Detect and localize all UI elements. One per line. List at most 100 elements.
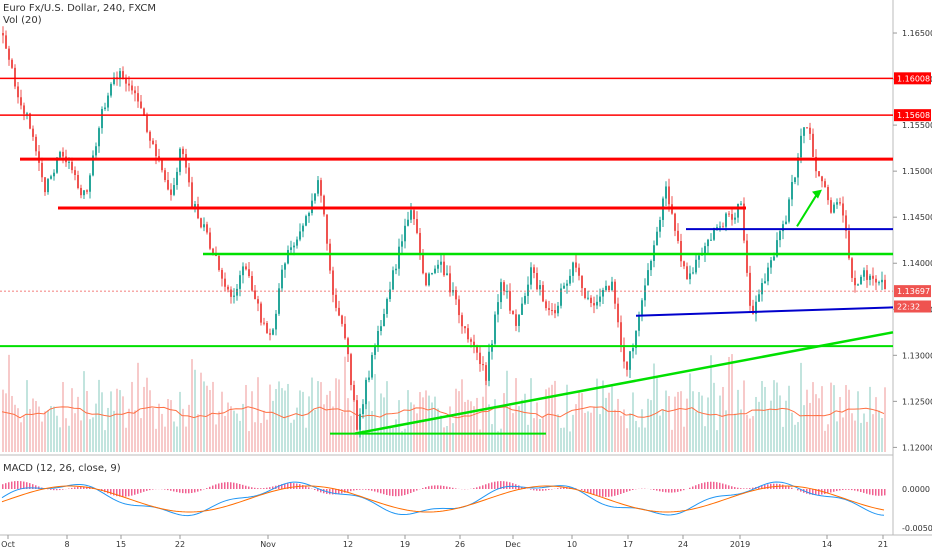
volume-bar: [293, 419, 295, 452]
candle-body: [290, 247, 292, 250]
candle-body: [458, 299, 460, 316]
candle-body: [488, 351, 490, 381]
volume-bar: [476, 397, 478, 452]
candle-body: [269, 333, 271, 335]
macd-histogram-bar: [629, 489, 631, 491]
macd-histogram-bar: [539, 489, 541, 491]
macd-histogram-bar: [356, 489, 358, 491]
candle-body: [485, 365, 487, 381]
volume-bar: [875, 397, 877, 452]
candle-body: [806, 127, 808, 129]
candle-body: [782, 224, 784, 232]
x-tick-label: 17: [623, 540, 633, 549]
candle-body: [71, 161, 73, 171]
volume-bar: [188, 404, 190, 452]
macd-histogram-bar: [533, 489, 535, 491]
macd-histogram-bar: [611, 489, 613, 497]
volume-bar: [53, 406, 55, 452]
x-tick-label: Oct: [1, 540, 15, 549]
macd-histogram-bar: [287, 483, 289, 489]
volume-bar: [341, 411, 343, 452]
macd-histogram-bar: [416, 489, 418, 491]
volume-bar: [20, 422, 22, 452]
macd-histogram-bar: [116, 489, 118, 497]
volume-bar: [575, 404, 577, 452]
macd-histogram-bar: [809, 489, 811, 495]
volume-bar: [584, 412, 586, 452]
candle-body: [776, 240, 778, 257]
macd-histogram-bar: [134, 489, 136, 495]
volume-bar: [626, 428, 628, 452]
macd-histogram-bar: [662, 489, 664, 492]
macd-histogram-bar: [860, 489, 862, 493]
candle-body: [38, 151, 40, 163]
volume-bar: [155, 428, 157, 452]
macd-histogram-bar: [761, 485, 763, 489]
volume-bar: [287, 383, 289, 452]
macd-histogram-bar: [605, 489, 607, 497]
macd-histogram-bar: [701, 483, 703, 489]
candle-body: [773, 256, 775, 261]
candle-body: [419, 232, 421, 254]
volume-bar: [545, 389, 547, 452]
macd-histogram-bar: [839, 489, 841, 491]
macd-histogram-bar: [743, 488, 745, 489]
candle-body: [227, 286, 229, 290]
candle-body: [281, 269, 283, 289]
candle-body: [170, 189, 172, 195]
macd-histogram-bar: [656, 489, 658, 491]
candle-body: [788, 199, 790, 222]
macd-histogram-bar: [812, 489, 814, 495]
macd-histogram-bar: [695, 485, 697, 489]
volume-bar: [755, 396, 757, 452]
volume-bar: [650, 400, 652, 452]
macd-histogram-bar: [233, 482, 235, 489]
candle-body: [698, 255, 700, 260]
macd-histogram-bar: [26, 482, 28, 489]
volume-bar: [215, 424, 217, 452]
macd-histogram-bar: [317, 489, 319, 492]
volume-bar: [788, 385, 790, 452]
volume-bars: [1, 354, 886, 452]
volume-bar: [329, 390, 331, 452]
candle-body: [392, 270, 394, 290]
candle-body: [314, 193, 316, 201]
volume-bar: [599, 414, 601, 452]
macd-histogram-bar: [683, 489, 685, 491]
macd-histogram-bar: [824, 489, 826, 495]
volume-bar: [137, 362, 139, 452]
volume-bar: [683, 426, 685, 452]
macd-histogram-bar: [185, 489, 187, 494]
macd-histogram-bar: [677, 489, 679, 492]
macd-histogram-bar: [179, 489, 181, 493]
volume-bar: [551, 384, 553, 452]
macd-histogram-bar: [392, 489, 394, 497]
volume-bar: [227, 402, 229, 452]
candle-body: [854, 277, 856, 286]
candle-body: [857, 284, 859, 286]
x-tick-label: 10: [567, 540, 577, 549]
macd-histogram-bar: [146, 489, 148, 491]
macd-histogram-bar: [260, 488, 262, 489]
volume-bar: [80, 420, 82, 452]
macd-histogram-bar: [119, 489, 121, 497]
volume-bar: [596, 378, 598, 452]
macd-histogram-bar: [353, 489, 355, 491]
candle-body: [725, 213, 727, 227]
candle-body: [212, 248, 214, 255]
candle-body: [107, 95, 109, 108]
macd-histogram-bar: [350, 489, 352, 492]
volume-bar: [266, 419, 268, 452]
candle-body: [704, 246, 706, 255]
x-tick-label: Dec: [505, 540, 520, 549]
candle-body: [254, 290, 256, 300]
volume-bar: [623, 409, 625, 452]
macd-histogram-bar: [74, 487, 76, 489]
macd-histogram-bar: [659, 489, 661, 492]
volume-bar: [74, 413, 76, 452]
candle-body: [689, 273, 691, 280]
candle-body: [86, 190, 88, 192]
candle-body: [302, 225, 304, 232]
macd-zero-label: 0.0000: [902, 485, 930, 494]
